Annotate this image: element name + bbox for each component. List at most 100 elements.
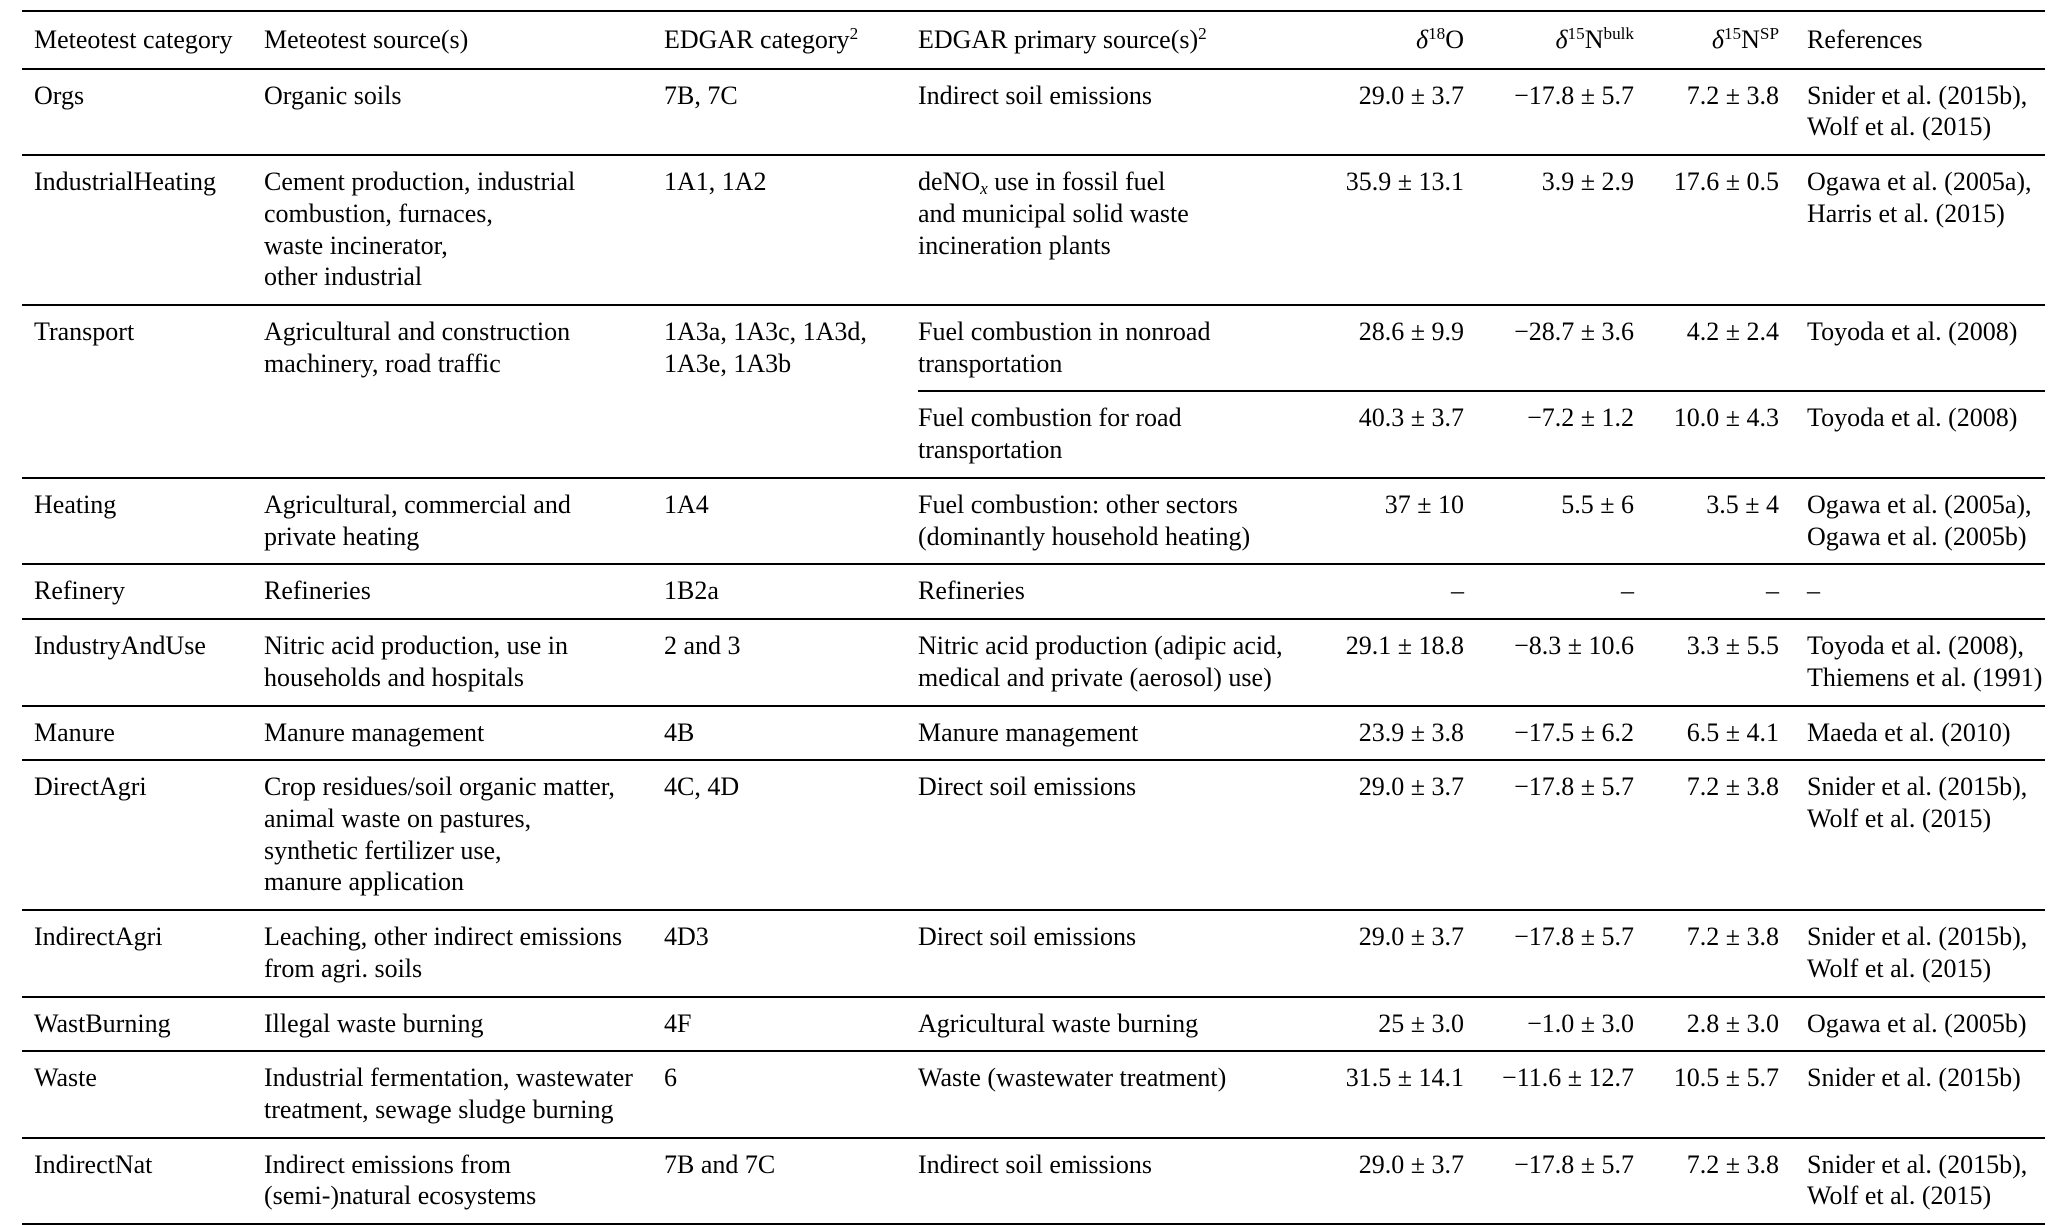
cell-sources: Agricultural and construction machinery,…	[264, 304, 664, 478]
cell-sources: Nitric acid production, use in household…	[264, 618, 664, 706]
table-row-manure: Manure Manure management 4B Manure manag…	[22, 704, 2045, 761]
header-d15n-sp: δ15NSP	[1711, 23, 1779, 54]
cell-d18o: –	[1318, 563, 1466, 620]
cell-category: IndustryAndUse	[22, 618, 264, 706]
cell-d15n-sp: 2.8 ± 3.0	[1636, 995, 1781, 1052]
cell-category: DirectAgri	[22, 759, 264, 911]
cell-d18o: 29.0 ± 3.7	[1318, 67, 1466, 156]
cell-d15n-bulk: −7.2 ± 1.2	[1466, 390, 1636, 478]
table-row-refinery: Refinery Refineries 1B2a Refineries – – …	[22, 563, 2045, 620]
cell-edgar-primary: Manure management	[918, 704, 1318, 761]
cell-sources: Manure management	[264, 704, 664, 761]
cell-d15n-sp: 7.2 ± 3.8	[1636, 759, 1781, 911]
cell-d15n-sp: 17.6 ± 0.5	[1636, 154, 1781, 306]
cell-d18o: 29.0 ± 3.7	[1318, 1136, 1466, 1225]
cell-references: Toyoda et al. (2008), Thiemens et al. (1…	[1781, 618, 2045, 706]
cell-category: Waste	[22, 1050, 264, 1138]
cell-category: Transport	[22, 304, 264, 478]
cell-d18o: 23.9 ± 3.8	[1318, 704, 1466, 761]
table-row-wast-burning: WastBurning Illegal waste burning 4F Agr…	[22, 995, 2045, 1052]
cell-edgar-primary: Fuel combustion: other sectors (dominant…	[918, 476, 1318, 565]
header-meteotest-category: Meteotest category	[34, 25, 233, 54]
cell-d15n-bulk: −17.8 ± 5.7	[1466, 67, 1636, 156]
cell-references: –	[1781, 563, 2045, 620]
cell-d15n-sp: 7.2 ± 3.8	[1636, 67, 1781, 156]
cell-edgar-primary: Refineries	[918, 563, 1318, 620]
cell-d15n-sp: 7.2 ± 3.8	[1636, 1136, 1781, 1225]
cell-edgar-primary: Indirect soil emissions	[918, 67, 1318, 156]
cell-d15n-sp: 6.5 ± 4.1	[1636, 704, 1781, 761]
cell-d15n-bulk: −17.8 ± 5.7	[1466, 909, 1636, 997]
cell-sources: Illegal waste burning	[264, 995, 664, 1052]
cell-references: Snider et al. (2015b), Wolf et al. (2015…	[1781, 67, 2045, 156]
cell-references: Snider et al. (2015b), Wolf et al. (2015…	[1781, 909, 2045, 997]
cell-d15n-bulk: −11.6 ± 12.7	[1466, 1050, 1636, 1138]
cell-d18o: 29.0 ± 3.7	[1318, 759, 1466, 911]
cell-d15n-sp: 4.2 ± 2.4	[1636, 304, 1781, 392]
table-row-indirect-nat: IndirectNat Indirect emissions from (sem…	[22, 1136, 2045, 1225]
cell-references: Snider et al. (2015b)	[1781, 1050, 2045, 1138]
header-references: References	[1807, 25, 1923, 54]
table-header-row: Meteotest category Meteotest source(s) E…	[22, 11, 2045, 69]
cell-d15n-bulk: −17.8 ± 5.7	[1466, 1136, 1636, 1225]
cell-d18o: 29.0 ± 3.7	[1318, 909, 1466, 997]
cell-category: Refinery	[22, 563, 264, 620]
cell-d18o: 37 ± 10	[1318, 476, 1466, 565]
table-row-direct-agri: DirectAgri Crop residues/soil organic ma…	[22, 759, 2045, 911]
cell-d15n-bulk: 3.9 ± 2.9	[1466, 154, 1636, 306]
paper-table-container: Meteotest category Meteotest source(s) E…	[22, 10, 2045, 1225]
header-meteotest-sources: Meteotest source(s)	[264, 25, 469, 54]
cell-edgar-primary: Fuel combustion in nonroad transportatio…	[918, 304, 1318, 392]
cell-d18o: 25 ± 3.0	[1318, 995, 1466, 1052]
cell-d15n-sp: 10.5 ± 5.7	[1636, 1050, 1781, 1138]
cell-edgar-category: 4C, 4D	[664, 759, 918, 911]
cell-sources: Organic soils	[264, 67, 664, 156]
cell-d15n-bulk: −8.3 ± 10.6	[1466, 618, 1636, 706]
isotope-source-table: Meteotest category Meteotest source(s) E…	[22, 10, 2045, 1225]
cell-d15n-sp: –	[1636, 563, 1781, 620]
cell-d15n-bulk: –	[1466, 563, 1636, 620]
cell-sources: Leaching, other indirect emissions from …	[264, 909, 664, 997]
cell-references: Toyoda et al. (2008)	[1781, 304, 2045, 392]
cell-category: Orgs	[22, 67, 264, 156]
table-row-transport: Transport Agricultural and construction …	[22, 304, 2045, 478]
cell-category: IndirectAgri	[22, 909, 264, 997]
cell-d15n-bulk: −28.7 ± 3.6	[1466, 304, 1636, 392]
cell-edgar-category: 6	[664, 1050, 918, 1138]
cell-edgar-category: 1A1, 1A2	[664, 154, 918, 306]
cell-edgar-category: 4F	[664, 995, 918, 1052]
cell-sources: Agricultural, commercial and private hea…	[264, 476, 664, 565]
table-row-industrial-heating: IndustrialHeating Cement production, ind…	[22, 154, 2045, 306]
cell-sources: Industrial fermentation, wastewater trea…	[264, 1050, 664, 1138]
header-edgar-primary-sources: EDGAR primary source(s)2	[918, 23, 1207, 54]
cell-edgar-category: 7B, 7C	[664, 67, 918, 156]
cell-d15n-bulk: −1.0 ± 3.0	[1466, 995, 1636, 1052]
cell-sources: Refineries	[264, 563, 664, 620]
cell-d15n-sp: 10.0 ± 4.3	[1636, 390, 1781, 478]
cell-edgar-primary: Nitric acid production (adipic acid, med…	[918, 618, 1318, 706]
cell-category: IndustrialHeating	[22, 154, 264, 306]
cell-references: Snider et al. (2015b), Wolf et al. (2015…	[1781, 1136, 2045, 1225]
cell-category: WastBurning	[22, 995, 264, 1052]
cell-d15n-bulk: 5.5 ± 6	[1466, 476, 1636, 565]
cell-references: Maeda et al. (2010)	[1781, 704, 2045, 761]
cell-d18o: 29.1 ± 18.8	[1318, 618, 1466, 706]
cell-edgar-primary: Agricultural waste burning	[918, 995, 1318, 1052]
cell-edgar-category: 1A3a, 1A3c, 1A3d, 1A3e, 1A3b	[664, 304, 918, 478]
cell-edgar-primary: Waste (wastewater treatment)	[918, 1050, 1318, 1138]
table-row-waste: Waste Industrial fermentation, wastewate…	[22, 1050, 2045, 1138]
cell-edgar-category: 1A4	[664, 476, 918, 565]
cell-references: Ogawa et al. (2005a), Harris et al. (201…	[1781, 154, 2045, 306]
cell-edgar-category: 1B2a	[664, 563, 918, 620]
cell-edgar-primary: deNOx use in fossil fuel and municipal s…	[918, 154, 1318, 306]
cell-category: IndirectNat	[22, 1136, 264, 1225]
cell-d18o: 28.6 ± 9.9	[1318, 304, 1466, 392]
cell-d18o: 40.3 ± 3.7	[1318, 390, 1466, 478]
cell-d15n-bulk: −17.5 ± 6.2	[1466, 704, 1636, 761]
cell-edgar-category: 2 and 3	[664, 618, 918, 706]
cell-d15n-sp: 7.2 ± 3.8	[1636, 909, 1781, 997]
cell-sources: Crop residues/soil organic matter, anima…	[264, 759, 664, 911]
cell-category: Heating	[22, 476, 264, 565]
table-row-heating: Heating Agricultural, commercial and pri…	[22, 476, 2045, 565]
cell-d18o: 35.9 ± 13.1	[1318, 154, 1466, 306]
